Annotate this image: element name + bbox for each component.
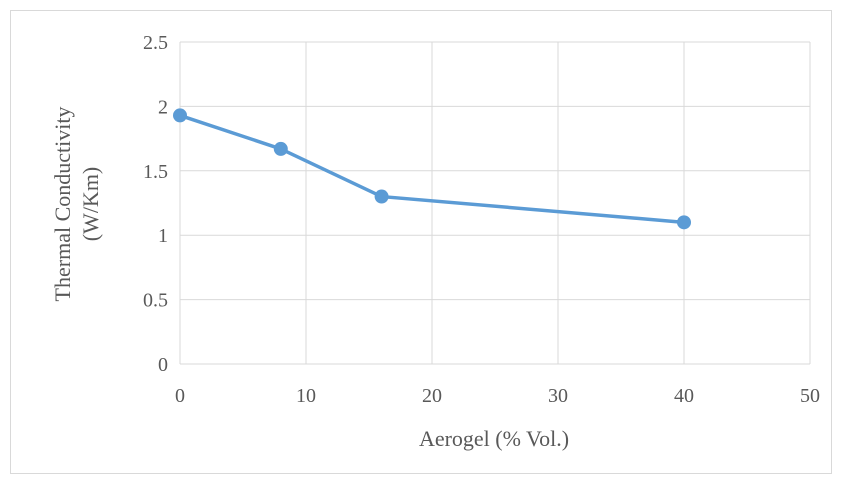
y-tick-label: 2.5 — [143, 32, 168, 54]
y-tick-label: 0 — [158, 354, 168, 376]
y-axis-ticks: 0 0.5 1 1.5 2 2.5 — [143, 32, 168, 376]
data-point — [173, 108, 187, 123]
data-point — [374, 189, 389, 204]
y-tick-label: 1.5 — [143, 161, 168, 183]
x-tick-label: 40 — [674, 385, 694, 407]
x-axis-title: Aerogel (% Vol.) — [419, 426, 569, 451]
y-axis-title-line2: (W/Km) — [78, 167, 103, 242]
series-line — [179, 113, 685, 225]
x-tick-label: 20 — [422, 385, 442, 407]
x-tick-label: 30 — [548, 385, 568, 407]
x-axis-ticks: 0 10 20 30 40 50 — [175, 385, 820, 407]
x-tick-label: 10 — [296, 385, 316, 407]
grid-lines — [179, 41, 811, 365]
chart-area — [10, 10, 832, 474]
y-axis-title-line1: Thermal Conductivity — [50, 107, 75, 302]
y-tick-label: 0.5 — [143, 290, 168, 312]
data-point — [273, 141, 288, 156]
x-tick-label: 50 — [800, 385, 820, 407]
y-tick-label: 2 — [158, 96, 168, 118]
x-tick-label: 0 — [175, 385, 185, 407]
data-point — [677, 215, 691, 230]
series-group — [173, 108, 691, 230]
y-tick-label: 1 — [158, 225, 168, 247]
